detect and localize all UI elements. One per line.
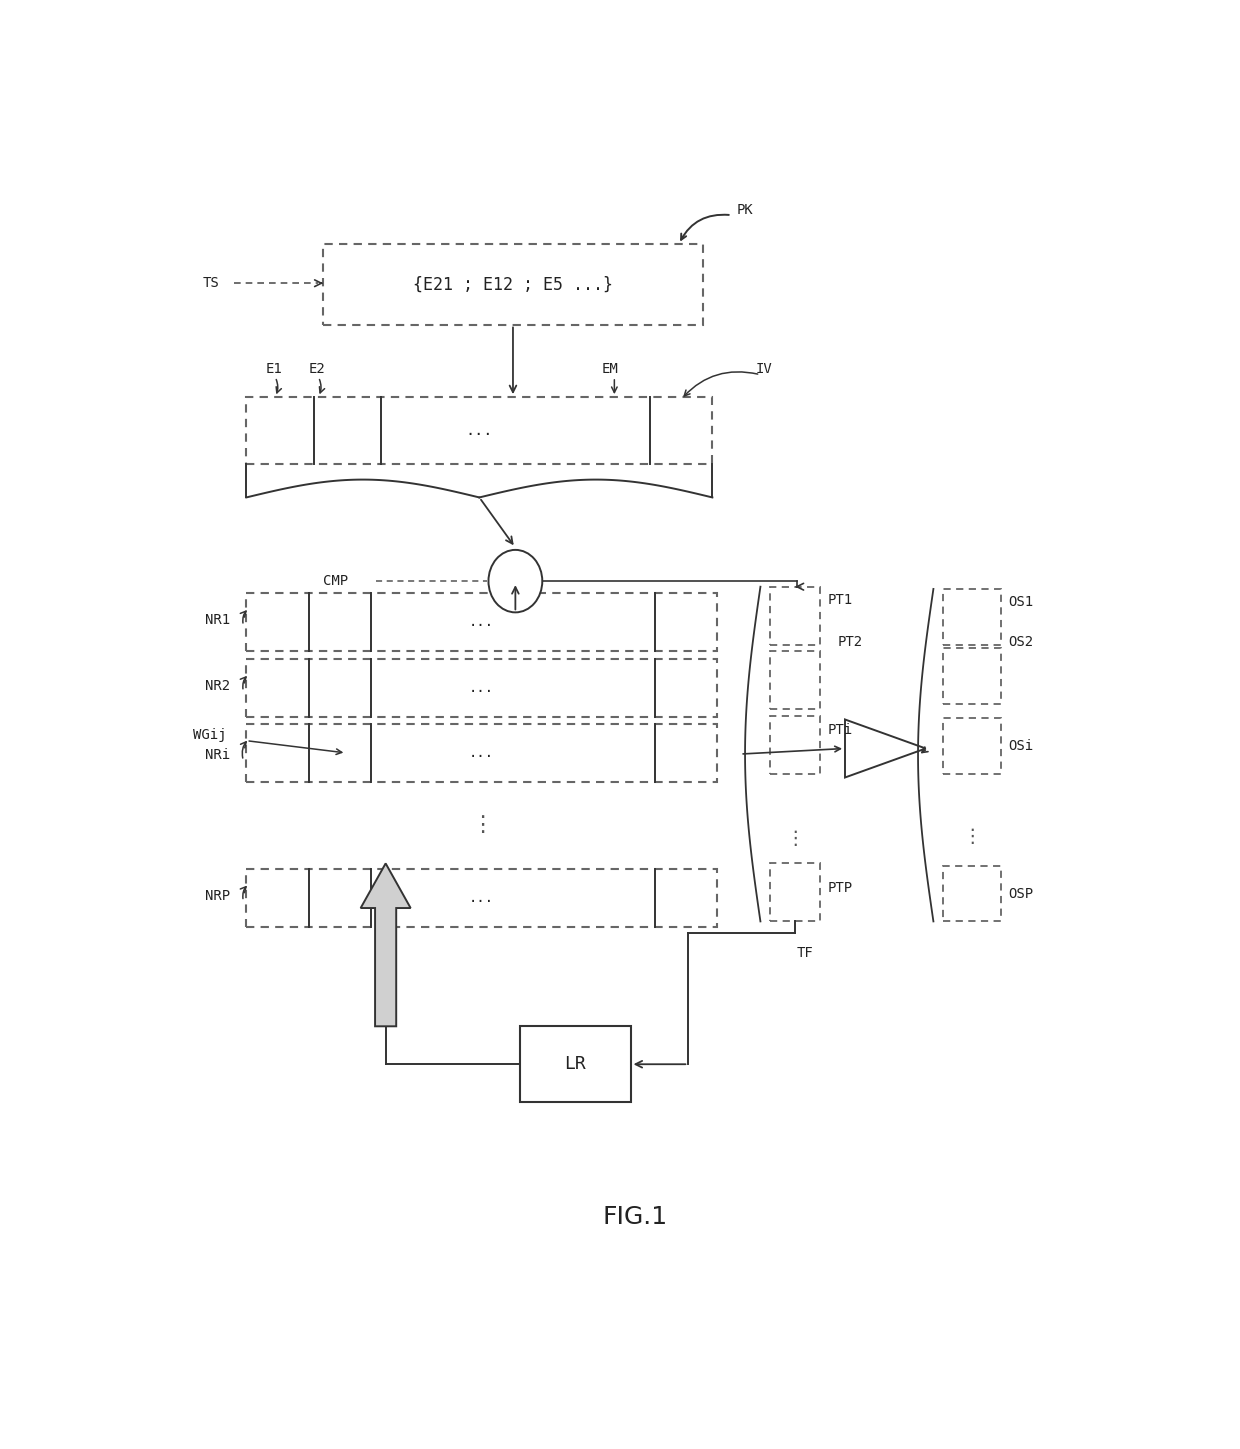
Text: TS: TS [203, 277, 219, 290]
FancyBboxPatch shape [942, 648, 1001, 704]
Text: ⋮: ⋮ [785, 829, 805, 848]
Circle shape [489, 549, 542, 613]
Text: TF: TF [797, 946, 813, 959]
Text: E1: E1 [265, 362, 283, 377]
FancyBboxPatch shape [942, 588, 1001, 645]
FancyBboxPatch shape [770, 587, 820, 645]
Text: WGij: WGij [193, 727, 227, 742]
Text: {E21 ; E12 ; E5 ...}: {E21 ; E12 ; E5 ...} [413, 275, 613, 293]
FancyBboxPatch shape [942, 719, 1001, 774]
Text: OS1: OS1 [1008, 596, 1033, 610]
Text: PK: PK [737, 203, 753, 216]
Text: EM: EM [601, 362, 619, 377]
Text: OSP: OSP [1008, 887, 1033, 900]
Text: LR: LR [564, 1055, 587, 1074]
Text: PTP: PTP [828, 881, 853, 895]
Text: ...: ... [469, 891, 495, 906]
FancyBboxPatch shape [521, 1026, 631, 1103]
Text: ...: ... [469, 616, 495, 629]
FancyBboxPatch shape [247, 724, 717, 782]
FancyBboxPatch shape [770, 716, 820, 774]
FancyBboxPatch shape [324, 245, 703, 325]
Text: NRP: NRP [205, 888, 231, 903]
Text: PT2: PT2 [837, 636, 863, 649]
Text: NRi: NRi [205, 748, 231, 762]
FancyBboxPatch shape [770, 652, 820, 710]
Text: NR1: NR1 [205, 613, 231, 627]
FancyBboxPatch shape [247, 397, 712, 464]
Text: NR2: NR2 [205, 680, 231, 693]
Text: OS2: OS2 [1008, 636, 1033, 649]
Text: OSi: OSi [1008, 739, 1033, 753]
Text: PT1: PT1 [828, 593, 853, 607]
Text: ⋮: ⋮ [962, 827, 982, 846]
FancyBboxPatch shape [247, 869, 717, 927]
Text: ...: ... [466, 423, 494, 438]
Text: E2: E2 [309, 362, 326, 377]
Text: ...: ... [469, 681, 495, 696]
Text: FIG.1: FIG.1 [603, 1206, 668, 1229]
FancyBboxPatch shape [247, 659, 717, 717]
Polygon shape [361, 864, 410, 1026]
FancyBboxPatch shape [942, 865, 1001, 922]
FancyBboxPatch shape [247, 594, 717, 652]
Text: PTi: PTi [828, 723, 853, 736]
Text: ⋮: ⋮ [471, 816, 492, 836]
FancyBboxPatch shape [770, 864, 820, 922]
Text: CMP: CMP [324, 574, 348, 588]
Text: ...: ... [469, 746, 495, 759]
Text: IV: IV [755, 362, 773, 377]
